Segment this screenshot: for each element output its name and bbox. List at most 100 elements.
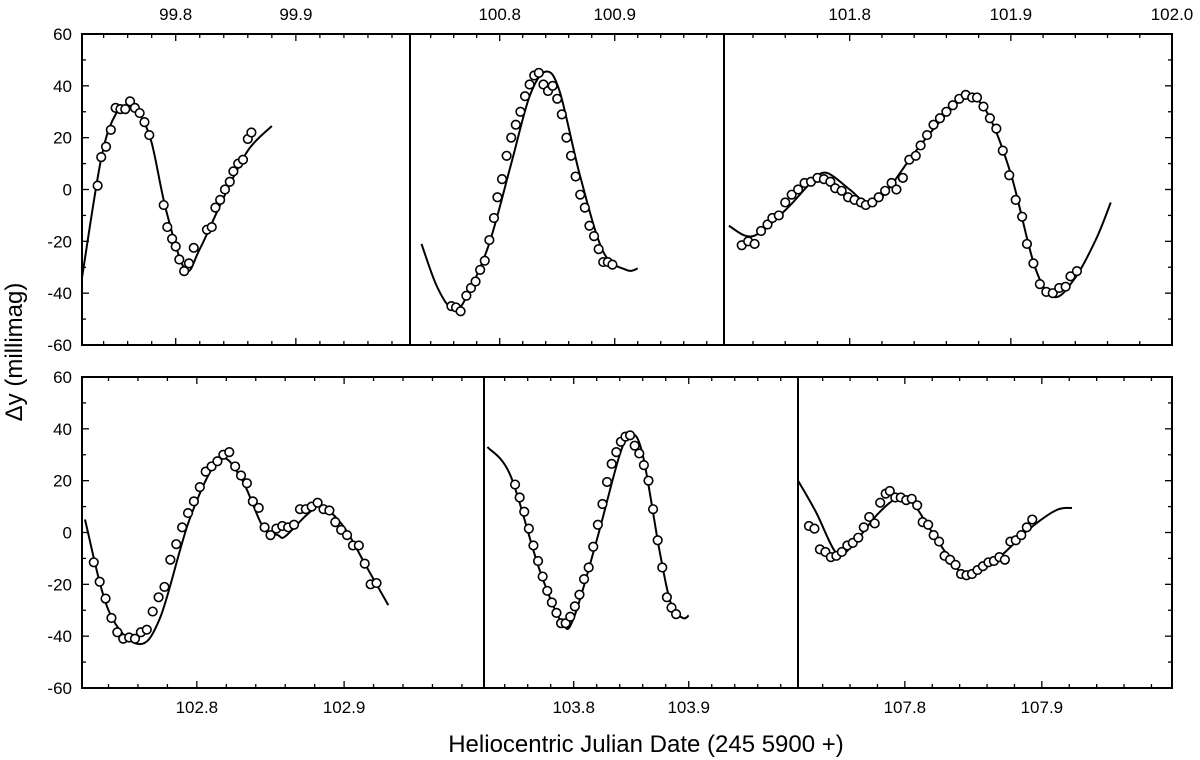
data-point: [583, 562, 594, 573]
data-point: [92, 180, 103, 191]
data-point: [652, 535, 663, 546]
data-point: [897, 172, 908, 183]
data-point: [607, 259, 618, 270]
fit-curve: [728, 96, 1112, 299]
data-point: [884, 485, 895, 497]
data-point: [575, 189, 586, 200]
data-point: [565, 611, 576, 622]
data-point: [891, 184, 902, 195]
data-point: [139, 117, 150, 128]
data-point: [228, 166, 239, 177]
data-point: [506, 132, 517, 143]
data-point: [1004, 170, 1015, 181]
data-point: [643, 475, 654, 486]
x-axis-title: Heliocentric Julian Date (245 5900 +): [448, 731, 844, 758]
data-point: [611, 447, 622, 458]
data-point: [523, 523, 534, 534]
data-point: [978, 101, 989, 112]
data-point: [235, 470, 247, 481]
data-point: [910, 150, 921, 161]
y-tick-label: 20: [53, 472, 72, 491]
data-point: [546, 597, 557, 608]
x-tick-label: 99.9: [279, 5, 312, 24]
data-point: [120, 104, 131, 115]
data-point: [488, 212, 500, 224]
data-point: [934, 113, 946, 124]
data-point: [470, 276, 481, 287]
data-point: [237, 154, 249, 165]
data-point: [1021, 238, 1033, 250]
data-point: [629, 440, 640, 451]
panel-4: -60 -40 -20 0 20 40 60 102.8 102.9: [47, 368, 485, 717]
data-point: [532, 555, 544, 567]
data-point: [162, 221, 173, 233]
data-point: [88, 557, 99, 568]
data-point: [584, 220, 595, 231]
data-point: [1071, 266, 1083, 277]
data-point: [219, 184, 231, 195]
data-point: [206, 221, 217, 233]
data-point: [371, 577, 382, 589]
panel-1: -60 -40 -20 0 20 40 60 99.8 99.9: [47, 5, 411, 355]
data-point: [224, 176, 235, 187]
data-point: [597, 498, 608, 510]
data-point: [624, 430, 636, 441]
data-point: [809, 523, 820, 534]
data-point: [259, 522, 270, 533]
y-tick-label: -60: [47, 679, 72, 698]
y-tick-label: 60: [53, 25, 72, 44]
data-point: [906, 493, 917, 504]
x-tick-label: 103.8: [552, 698, 595, 717]
data-point: [1016, 529, 1027, 541]
data-point: [773, 210, 784, 221]
data-point: [934, 536, 945, 547]
data-point: [592, 519, 603, 530]
data-point: [984, 113, 995, 124]
data-point: [1028, 258, 1039, 269]
y-tick-label: -20: [47, 232, 72, 251]
data-point: [601, 476, 613, 488]
data-point: [212, 456, 223, 467]
data-point: [253, 502, 264, 513]
data-point: [100, 141, 112, 152]
data-point: [786, 189, 797, 200]
y-tick-label: 40: [53, 420, 72, 439]
data-point: [941, 106, 952, 117]
fit-curve: [420, 70, 639, 313]
y-tick-label: -40: [47, 627, 72, 646]
data-point: [514, 492, 525, 503]
data-point: [836, 185, 847, 196]
data-point: [359, 558, 370, 569]
y-tick-label: -40: [47, 284, 72, 303]
data-point: [1065, 271, 1076, 282]
data-point: [657, 562, 668, 573]
data-point: [112, 627, 123, 638]
y-tick-label: 40: [53, 77, 72, 96]
data-point: [579, 202, 590, 213]
data-point: [869, 518, 880, 529]
data-point: [670, 609, 682, 620]
data-point: [147, 606, 158, 617]
data-point: [574, 589, 585, 600]
data-point: [224, 447, 235, 458]
data-point: [542, 585, 553, 596]
data-point: [496, 174, 508, 185]
data-point: [533, 67, 544, 78]
data-point: [159, 581, 170, 593]
panel-2: 100.8 100.9: [409, 5, 725, 346]
panel-frame: [81, 376, 485, 689]
y-tick-label: -60: [47, 336, 72, 355]
x-tick-label: 107.8: [884, 698, 927, 717]
fit-curve: [83, 457, 390, 646]
y-axis-title: Δy (millimag): [1, 283, 28, 422]
data-point: [921, 129, 933, 141]
y-tick-label: 60: [53, 368, 72, 387]
x-tick-label: 102.9: [323, 698, 366, 717]
panel-frame: [723, 33, 1173, 346]
data-point: [182, 507, 194, 519]
x-tick-label: 103.9: [667, 698, 710, 717]
data-point: [1047, 288, 1058, 299]
data-point: [999, 554, 1010, 565]
data-point: [875, 497, 886, 508]
data-point: [647, 504, 659, 515]
